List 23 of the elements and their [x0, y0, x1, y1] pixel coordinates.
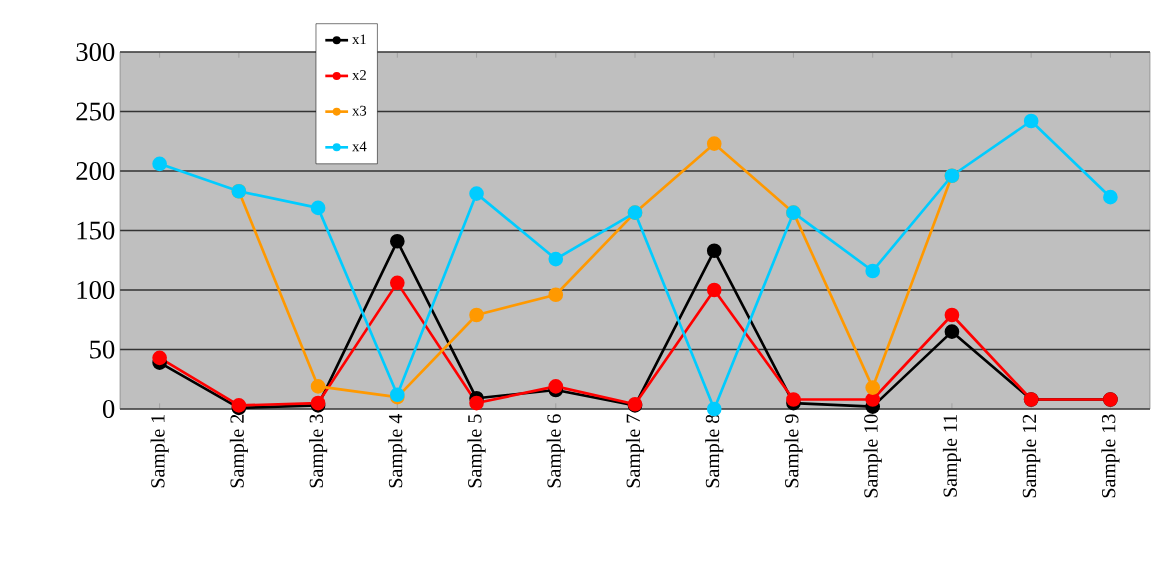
x-tick-label: Sample 1: [150, 414, 169, 488]
x-tick-label: Sample 10: [863, 414, 882, 498]
legend-label: x3: [352, 105, 367, 116]
x-tick-label: Sample 5: [467, 414, 486, 488]
x-tick-label: Sample 3: [309, 414, 328, 488]
x-tick-label: Sample 4: [388, 414, 407, 488]
legend-label: x1: [352, 34, 366, 45]
y-tick-label: 250: [76, 102, 115, 121]
y-tick-label: 200: [76, 162, 115, 180]
legend-label: x4: [352, 141, 367, 152]
legend-label: x2: [352, 70, 366, 80]
x-tick-label: Sample 13: [1101, 414, 1120, 498]
x-tick-label: Sample 7: [625, 414, 645, 488]
y-tick-label: 0: [102, 400, 115, 418]
x-tick-label: Sample 12: [1022, 414, 1041, 498]
y-tick-label: 100: [77, 281, 115, 299]
y-tick-label: 150: [77, 221, 115, 240]
x-tick-label: Sample 2: [229, 414, 248, 488]
x-tick-label: Sample 9: [784, 414, 803, 488]
y-tick-label: 50: [90, 340, 115, 359]
x-tick-label: Sample 6: [546, 414, 565, 488]
x-tick-label: Sample 11: [942, 414, 962, 497]
y-tick-label: 300: [76, 43, 115, 61]
